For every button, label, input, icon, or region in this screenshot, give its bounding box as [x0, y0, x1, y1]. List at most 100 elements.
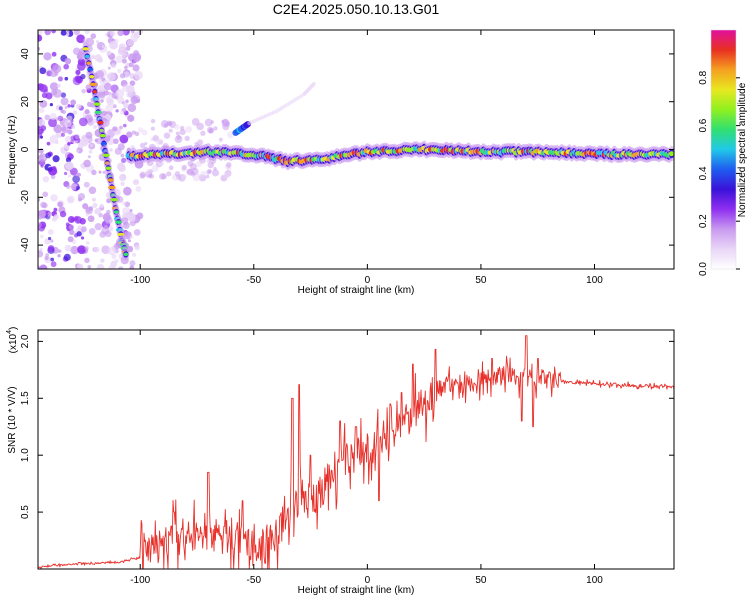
snr-series-line [38, 335, 674, 569]
noise-blob [96, 263, 105, 269]
noise-blob [100, 258, 105, 263]
noise-blob [88, 186, 97, 195]
snr-x-axis-label: Height of straight line (km) [298, 585, 415, 596]
noise-blob [38, 153, 48, 162]
halo-blob [163, 123, 169, 128]
noise-blob [129, 265, 135, 269]
noise-blob [68, 224, 74, 230]
noise-blob [75, 185, 81, 191]
noise-blob [108, 91, 112, 96]
noise-blob [60, 30, 67, 36]
noise-blob [67, 104, 71, 108]
descending-trace-core [100, 141, 108, 146]
noise-blob [57, 76, 63, 82]
spectrogram-x-axis-label: Height of straight line (km) [298, 285, 415, 296]
halo-blob [138, 127, 144, 133]
halo-blob [144, 142, 148, 146]
noise-blob [125, 46, 131, 51]
noise-blob [64, 135, 73, 144]
noise-blob [57, 254, 61, 258]
noise-blob [106, 198, 112, 204]
noise-blob [124, 232, 130, 238]
colorbar-tick-label: 0.8 [698, 70, 709, 84]
noise-blob [122, 30, 130, 36]
noise-blob [38, 209, 46, 218]
y-tick-label: -40 [20, 237, 31, 252]
noise-blob [132, 252, 137, 257]
noise-blob [135, 185, 142, 192]
noise-blob [133, 228, 141, 236]
noise-blob [49, 102, 53, 107]
noise-blob [120, 181, 125, 186]
noise-blob [76, 172, 81, 177]
colorbar-tick-label: 0.2 [698, 214, 709, 228]
snr-y-multiplier: (x104) [6, 327, 19, 354]
halo-blob [206, 169, 212, 175]
noise-blob [69, 167, 78, 176]
y-tick-label: 0.5 [20, 505, 31, 519]
halo-blob [213, 126, 218, 131]
descending-trace-core [107, 185, 116, 190]
noise-blob [122, 206, 131, 216]
snr-frame [37, 329, 675, 570]
noise-blob [98, 213, 103, 218]
spectrogram-y-axis-label: Frequency (Hz) [7, 116, 18, 185]
noise-blob [64, 105, 68, 109]
snr-plot-area [38, 330, 674, 569]
noise-blob [85, 240, 90, 245]
halo-blob [150, 126, 155, 131]
halo-blob [219, 139, 223, 143]
noise-blob [52, 155, 60, 163]
noise-blob [67, 142, 71, 146]
halo-blob [195, 160, 202, 168]
halo-blob [182, 174, 187, 179]
noise-blob [91, 169, 97, 176]
noise-blob [122, 221, 130, 230]
noise-blob [115, 88, 125, 98]
halo-blob [181, 164, 187, 171]
noise-blob [40, 125, 47, 131]
halo-blob [173, 124, 180, 130]
y-tick-label: 2.0 [20, 334, 31, 348]
y-tick-label: -20 [20, 190, 31, 205]
x-tick-label: 50 [475, 275, 487, 286]
descending-trace-core [87, 67, 94, 72]
noise-blob [77, 263, 84, 269]
snr-y-axis-label: SNR (10 * V/V) [7, 386, 18, 453]
noise-blob [56, 83, 61, 88]
noise-blob [64, 57, 72, 65]
noise-blob [65, 161, 74, 171]
noise-blob [53, 207, 58, 212]
noise-blob [44, 114, 51, 121]
noise-blob [130, 96, 139, 104]
noise-blob [39, 234, 44, 239]
noise-blob [74, 134, 80, 140]
noise-blob [50, 257, 55, 262]
noise-blob [136, 98, 141, 103]
noise-blob [64, 119, 72, 128]
noise-blob [63, 253, 71, 261]
noise-blob [49, 82, 59, 91]
noise-blob [44, 255, 49, 261]
noise-blob [47, 166, 53, 172]
noise-blob [38, 107, 45, 114]
noise-blob [76, 231, 82, 237]
y-tick-label: 40 [20, 48, 31, 60]
halo-blob [149, 173, 155, 179]
noise-blob [93, 246, 100, 253]
halo-blob [179, 125, 185, 131]
noise-blob [126, 39, 134, 47]
noise-blob [107, 246, 117, 256]
noise-blob [64, 76, 69, 81]
noise-blob [132, 64, 140, 72]
noise-blob [88, 206, 94, 211]
noise-blob [110, 63, 117, 69]
descending-trace-core [89, 82, 98, 87]
noise-blob [120, 174, 125, 179]
noise-blob [109, 226, 114, 232]
noise-blob [90, 54, 96, 60]
noise-blob [77, 62, 86, 71]
x-tick-label: -50 [247, 575, 262, 586]
colorbar-frame [710, 29, 737, 270]
noise-blob [93, 125, 97, 129]
